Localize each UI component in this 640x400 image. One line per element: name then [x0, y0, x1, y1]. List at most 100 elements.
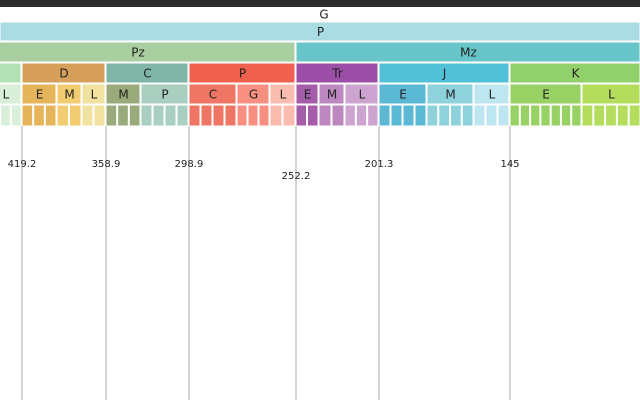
epoch-label: M	[327, 88, 337, 102]
stage	[140, 104, 153, 127]
boundary-label: 145	[500, 159, 519, 170]
epoch	[21, 83, 57, 105]
epoch	[188, 83, 237, 105]
stage	[105, 104, 118, 127]
epoch-label: L	[359, 88, 366, 102]
stage	[247, 104, 259, 127]
stage	[152, 104, 165, 127]
era-label: Pz	[131, 46, 145, 60]
stage	[355, 104, 368, 127]
stage	[628, 104, 640, 127]
epoch	[81, 83, 106, 105]
stage	[331, 104, 345, 127]
stage	[21, 104, 34, 127]
epoch-label: P	[161, 88, 168, 102]
epoch	[56, 83, 82, 105]
era-label: Mz	[460, 46, 477, 60]
stage	[426, 104, 439, 127]
epoch-label: M	[445, 88, 455, 102]
boundary-label: 298.9	[175, 159, 204, 170]
period-label: C	[143, 67, 151, 81]
stage	[571, 104, 582, 127]
epoch	[269, 83, 296, 105]
epoch	[581, 83, 640, 105]
stage	[56, 104, 69, 127]
epoch	[426, 83, 474, 105]
boundary-label: 201.3	[365, 159, 394, 170]
stage	[367, 104, 379, 127]
stage	[81, 104, 94, 127]
stage	[581, 104, 594, 127]
epoch-label: E	[304, 88, 312, 102]
epoch-label: L	[280, 88, 287, 102]
epoch	[295, 83, 319, 105]
header-title: G	[319, 8, 328, 22]
epoch-label: L	[91, 88, 98, 102]
epoch	[236, 83, 270, 105]
stage	[236, 104, 248, 127]
era	[295, 41, 640, 63]
stage	[224, 104, 237, 127]
period-label: Tr	[331, 67, 343, 81]
stage	[485, 104, 498, 127]
epoch-label: E	[542, 88, 550, 102]
period	[21, 62, 106, 84]
stage	[605, 104, 617, 127]
epoch	[509, 83, 582, 105]
stage	[438, 104, 450, 127]
epoch	[0, 83, 22, 105]
stage	[117, 104, 129, 127]
boundary-label: 419.2	[8, 159, 37, 170]
eon	[0, 21, 640, 42]
epoch-label: L	[489, 88, 496, 102]
epoch	[378, 83, 427, 105]
epoch-label: L	[608, 88, 615, 102]
stage	[519, 104, 531, 127]
stage	[93, 104, 106, 127]
stage	[282, 104, 296, 127]
stage	[200, 104, 213, 127]
boundary-label: 252.2	[282, 171, 311, 182]
stage	[69, 104, 82, 127]
period-label: D	[59, 67, 68, 81]
period	[188, 62, 296, 84]
period	[295, 62, 379, 84]
epoch-label: C	[209, 88, 217, 102]
stage	[593, 104, 606, 127]
stage	[450, 104, 462, 127]
epoch	[318, 83, 345, 105]
stage	[307, 104, 319, 127]
epoch-label: L	[3, 88, 10, 102]
stage	[497, 104, 510, 127]
period	[509, 62, 640, 84]
stage	[560, 104, 572, 127]
stage	[176, 104, 189, 127]
stage	[318, 104, 332, 127]
stage	[390, 104, 403, 127]
stage	[258, 104, 270, 127]
stage	[509, 104, 520, 127]
boundary-label: 358.9	[92, 159, 121, 170]
stage	[212, 104, 225, 127]
epoch	[473, 83, 510, 105]
stage	[378, 104, 391, 127]
period	[105, 62, 189, 84]
stage	[616, 104, 629, 127]
stage	[269, 104, 283, 127]
stage	[10, 104, 22, 127]
epoch-label: M	[64, 88, 74, 102]
epoch	[344, 83, 379, 105]
stage	[540, 104, 551, 127]
stage	[44, 104, 57, 127]
stage	[188, 104, 201, 127]
epoch-label: E	[36, 88, 44, 102]
stage	[530, 104, 541, 127]
stage	[128, 104, 141, 127]
stage	[33, 104, 45, 127]
eon-label: P	[317, 25, 324, 39]
stage	[473, 104, 486, 127]
period-label: P	[239, 67, 246, 81]
stage	[461, 104, 474, 127]
stage	[344, 104, 356, 127]
